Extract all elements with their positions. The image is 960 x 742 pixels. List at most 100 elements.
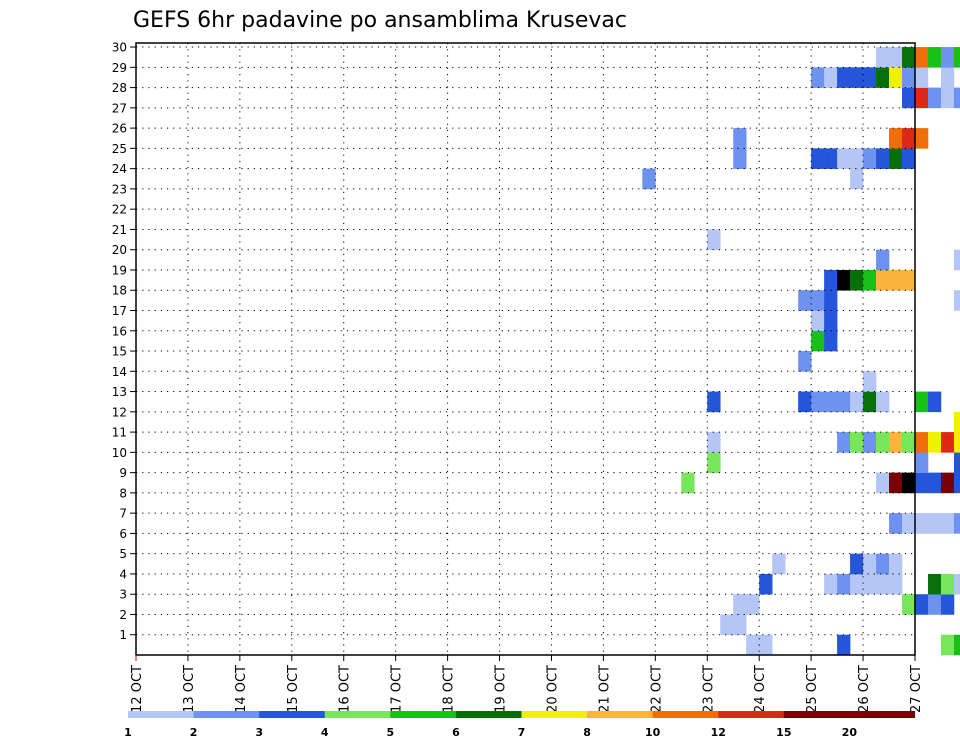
precip-cell [642,168,656,190]
y-tick-label: 10 [112,446,127,460]
precip-cell [681,472,695,494]
colorbar-label: 15 [776,726,791,739]
x-tick-label: 14 OCT [234,665,249,713]
y-tick-label: 3 [119,588,127,602]
precip-cell [876,67,890,88]
colorbar-segment [652,711,719,718]
x-tick-label: 13 OCT [182,665,197,713]
precip-cell [876,391,890,413]
x-tick-label: 25 OCT [805,665,820,713]
precip-cell [902,432,916,453]
precip-cell [876,249,890,271]
precip-cell [850,67,864,88]
y-tick-label: 1 [119,628,127,642]
precip-cell [915,594,929,615]
colorbar-segment [324,711,391,718]
precip-cell [707,229,721,250]
y-tick-label: 18 [112,284,127,298]
precip-cell [746,594,760,615]
colorbar-segment [718,711,785,718]
precip-cell [927,513,942,534]
y-tick-label: 23 [112,182,127,196]
colorbar-segment [783,711,850,718]
y-tick-label: 26 [112,122,127,136]
precip-cell [811,310,825,332]
colorbar-segment [521,711,588,718]
precip-cell [953,513,960,534]
x-tick-label: 22 OCT [649,665,664,713]
precip-cell [953,432,960,453]
y-tick-label: 22 [112,203,127,217]
precip-cell [889,47,903,68]
precip-cell [850,573,864,595]
colorbar-segment [390,711,457,718]
precip-cell [850,148,864,169]
precip-cell [927,47,942,68]
precip-cell [940,513,955,534]
y-tick-label: 8 [119,486,127,500]
y-tick-label: 29 [112,61,127,75]
colorbar-segment [128,711,194,718]
precip-cell [915,432,929,453]
colorbar-segment [849,711,915,718]
precip-cell [876,573,890,595]
precip-cell [707,452,721,473]
y-tick-label: 14 [112,365,127,379]
precip-cell [863,391,877,413]
precip-cell [850,391,864,413]
precip-cell [824,310,838,332]
precip-cell [837,269,851,291]
precip-cell [759,573,773,595]
ensemble-cells [642,47,960,656]
colorbar-segment [193,711,260,718]
precip-cell [850,269,864,291]
y-tick-label: 25 [112,142,127,156]
colorbar-label: 10 [645,726,661,739]
colorbar-label: 20 [842,726,858,739]
precip-cell [902,513,916,534]
y-tick-label: 21 [112,223,127,237]
precip-cell [876,148,890,169]
y-tick-label: 4 [119,567,127,581]
colorbar-label: 7 [518,726,526,739]
precip-cell [876,553,890,575]
x-tick-label: 21 OCT [597,665,612,713]
precip-cell [915,391,929,413]
y-tick-label: 6 [119,527,127,541]
precip-cell [798,391,812,413]
colorbar-segment [259,711,326,718]
precip-cell [940,87,955,109]
precip-cell [940,47,955,68]
x-tick-label: 23 OCT [701,665,716,713]
precip-cell [733,594,747,615]
y-tick-label: 9 [119,466,127,480]
x-tick-label: 15 OCT [286,665,301,713]
precip-cell [915,472,929,494]
precip-cell [837,634,851,656]
precip-cell [824,290,838,311]
precip-cell [940,594,955,615]
precip-cell [863,269,877,291]
colorbar-label: 4 [321,726,329,739]
y-tick-label: 30 [112,41,127,55]
precip-cell [850,168,864,190]
x-tick-label: 27 OCT [909,665,924,713]
precip-cell [733,614,747,636]
precip-cell [811,391,825,413]
precip-cell [707,391,721,413]
precip-cell [798,351,812,372]
y-tick-label: 24 [112,162,127,176]
precip-cell [889,472,903,494]
y-tick-label: 13 [112,385,127,399]
precip-cell [863,432,877,453]
x-tick-label: 24 OCT [753,665,768,713]
precip-cell [902,472,916,494]
y-tick-label: 11 [112,426,127,440]
precip-cell [953,452,960,473]
precip-cell [940,472,955,494]
y-axis: 1234567891011121314151617181920212223242… [112,41,136,642]
precip-cell [759,634,773,656]
x-tick-label: 16 OCT [338,665,353,713]
precip-cell [953,573,960,595]
